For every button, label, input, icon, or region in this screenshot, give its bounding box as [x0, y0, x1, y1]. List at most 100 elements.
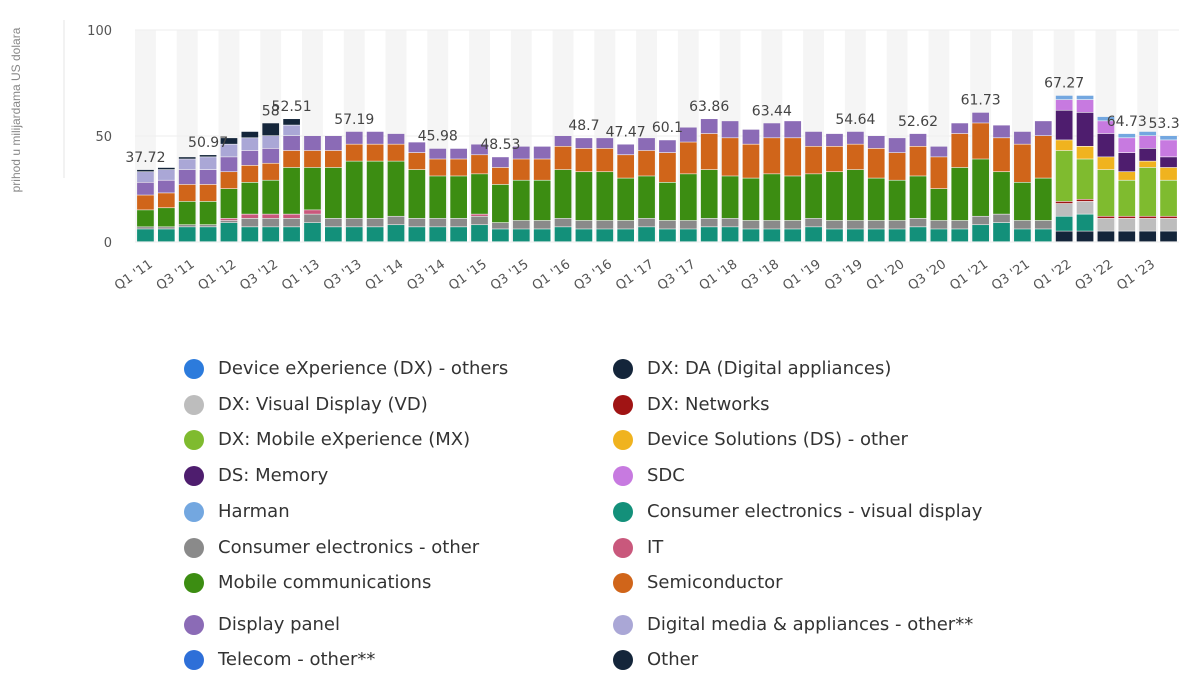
y-axis-title: prihod u milijardama US dolara — [9, 27, 23, 192]
legend-item: Consumer electronics - visual display — [613, 501, 982, 522]
bar-segment — [638, 138, 655, 151]
bar-segment — [304, 210, 321, 214]
bar-segment — [408, 152, 426, 170]
legend-label: Semiconductor — [647, 572, 783, 593]
legend-item: Semiconductor — [613, 572, 783, 593]
bar-segment — [888, 180, 906, 221]
bar-segment — [1139, 218, 1157, 231]
bar-segment — [805, 146, 822, 174]
legend-swatch — [184, 572, 204, 593]
legend-item: SDC — [613, 465, 685, 486]
bar-segment — [262, 218, 280, 227]
bar-segment — [220, 220, 238, 223]
bar-segment — [1076, 99, 1094, 113]
bar-segment — [1034, 178, 1052, 221]
bar-segment — [262, 163, 280, 180]
bar-segment — [1139, 148, 1157, 161]
bar-segment — [679, 127, 697, 142]
bar-segment — [325, 167, 342, 219]
bar-segment — [408, 227, 426, 242]
legend-label: Other — [647, 649, 699, 670]
bar-segment — [1118, 172, 1136, 180]
bar-segment — [867, 178, 885, 221]
bar-segment — [345, 161, 363, 219]
bar-segment — [220, 144, 238, 157]
legend-item: Digital media & appliances - other** — [613, 614, 973, 635]
bar-segment — [157, 229, 175, 242]
bar-segment — [617, 144, 635, 155]
bar-segment — [157, 167, 175, 170]
bar-segment — [575, 148, 593, 172]
x-tick-label: Q1 '19 — [780, 257, 824, 294]
bar-segment — [554, 218, 572, 227]
bar-segment — [638, 150, 655, 176]
bar-segment — [471, 225, 488, 242]
bar-segment — [847, 229, 864, 242]
bar-segment — [1097, 231, 1115, 242]
bar-segment — [951, 220, 969, 229]
bar-segment — [784, 220, 802, 229]
legend-item: Other — [613, 649, 698, 670]
bar-segment — [888, 229, 906, 242]
bar-segment — [220, 138, 238, 144]
bar-segment — [1118, 133, 1136, 138]
bar-segment — [805, 174, 822, 219]
bar-segment — [909, 227, 927, 242]
bar-segment — [784, 138, 802, 176]
bar-segment — [429, 218, 447, 227]
x-tick-label: Q3 '16 — [571, 257, 615, 294]
bar-segment — [137, 227, 154, 229]
data-label: 58 — [262, 103, 280, 119]
bar-segment — [1076, 146, 1094, 159]
bar-segment — [1076, 201, 1094, 214]
data-label: 67.27 — [1044, 76, 1084, 92]
x-tick-label: Q1 '15 — [446, 257, 490, 294]
bar-segment — [993, 172, 1010, 214]
bar-segment — [742, 220, 760, 229]
bar-segment — [554, 227, 572, 242]
bar-segment — [554, 136, 572, 146]
x-tick-label: Q3 '18 — [738, 257, 782, 294]
bar-segment — [283, 214, 300, 219]
x-tick-label: Q1 '14 — [363, 257, 407, 294]
data-label: 48.7 — [568, 118, 599, 134]
bar-segment — [617, 220, 635, 229]
bar-segment — [951, 133, 969, 168]
legend-item: Consumer electronics - other — [184, 537, 479, 558]
bar-segment — [721, 121, 739, 138]
x-tick-label: Q1 '17 — [613, 257, 657, 294]
bar-segment — [867, 148, 885, 178]
x-tick-label: Q3 '11 — [154, 257, 198, 294]
bar-segment — [1097, 121, 1115, 134]
x-tick-label: Q3 '21 — [989, 257, 1033, 294]
bar-segment — [178, 225, 196, 227]
bars — [137, 95, 1177, 242]
legend-label: DX: Networks — [647, 394, 770, 415]
bar-segment — [1014, 182, 1031, 221]
bar-segment — [283, 227, 300, 242]
data-label: 52.51 — [272, 99, 312, 115]
x-tick-label: Q1 '18 — [697, 257, 741, 294]
legend-swatch — [184, 614, 204, 635]
bar-segment — [1139, 136, 1157, 149]
bar-segment — [533, 159, 551, 180]
bar-segment — [199, 225, 217, 227]
bar-segment — [429, 227, 447, 242]
bar-segment — [972, 159, 989, 216]
bar-segment — [805, 227, 822, 242]
x-tick-label: Q3 '17 — [655, 257, 699, 294]
legend-swatch — [184, 537, 204, 558]
data-label: 57.19 — [334, 112, 374, 128]
bar-segment — [742, 144, 760, 178]
bar-segment — [1076, 199, 1094, 202]
x-tick-label: Q3 '22 — [1073, 257, 1117, 294]
bar-segment — [137, 195, 154, 210]
bar-segment — [471, 174, 488, 214]
bar-segment — [993, 138, 1010, 172]
bar-segment — [1097, 218, 1115, 231]
bar-segment — [1097, 116, 1115, 121]
legend-item: Harman — [184, 501, 290, 522]
legend-swatch — [184, 465, 204, 486]
bar-segment — [429, 159, 447, 176]
bar-segment — [847, 144, 864, 170]
